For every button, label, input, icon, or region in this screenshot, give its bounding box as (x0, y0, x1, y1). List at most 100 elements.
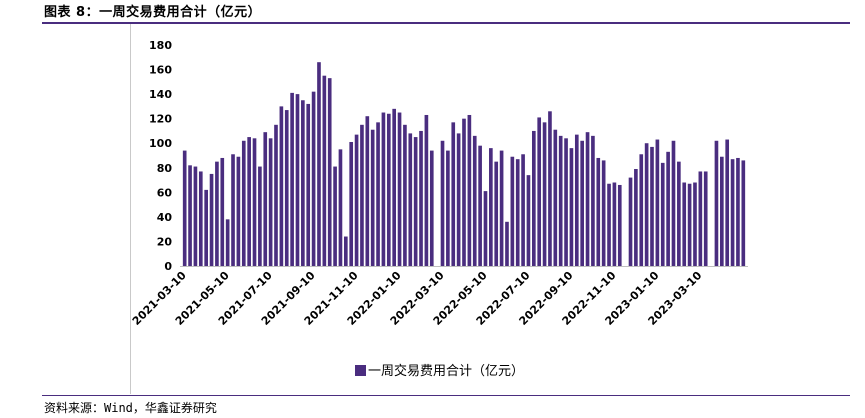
bar-series (182, 62, 746, 267)
bar (392, 108, 396, 266)
bar (526, 175, 531, 266)
bar (247, 137, 251, 266)
y-tick-label: 20 (157, 235, 173, 248)
bar (451, 122, 456, 266)
y-tick-label: 40 (157, 211, 173, 224)
bar (338, 149, 343, 266)
bar (397, 112, 402, 266)
bar (344, 236, 348, 266)
figure-title: 图表 8：一周交易费用合计（亿元） (44, 5, 262, 20)
y-tick-label: 100 (149, 137, 172, 150)
bar (720, 156, 724, 266)
bar (505, 221, 509, 266)
bar (574, 134, 579, 266)
bar (494, 161, 499, 266)
bar (499, 150, 504, 266)
bar (225, 219, 230, 266)
bar (671, 140, 676, 266)
bar (553, 129, 558, 266)
bar (537, 117, 542, 266)
x-axis-ticks: 2021-03-102021-05-102021-07-102021-09-10… (130, 269, 705, 328)
bar (601, 160, 606, 266)
bar (542, 122, 547, 266)
bar (413, 137, 418, 266)
source-note: 资料来源：Wind，华鑫证券研究 (44, 401, 217, 415)
bar (617, 184, 622, 266)
bar (209, 173, 214, 266)
bar (741, 160, 746, 266)
bar (193, 166, 198, 266)
bar (682, 182, 687, 266)
bar (478, 145, 482, 266)
bar (558, 135, 563, 266)
bar (419, 130, 423, 266)
bar (660, 162, 665, 266)
bar (725, 139, 730, 266)
bar (677, 161, 681, 266)
bar (354, 134, 359, 266)
bar (548, 111, 552, 266)
bar (596, 157, 601, 266)
bar (376, 122, 380, 266)
bar (569, 148, 574, 266)
bar (489, 148, 493, 266)
bar (370, 129, 375, 266)
legend: 一周交易费用合计（亿元） (355, 363, 524, 379)
bar (510, 156, 515, 266)
bar (284, 110, 289, 266)
bar (521, 154, 525, 266)
bar (295, 94, 300, 266)
bar (564, 138, 568, 266)
bar (204, 189, 208, 266)
bar (666, 151, 670, 266)
bar (585, 132, 590, 266)
bar (365, 116, 370, 267)
bar (386, 113, 391, 266)
bar (655, 139, 660, 266)
bar (317, 62, 321, 266)
bottom-rule (42, 395, 850, 396)
bar (532, 130, 536, 266)
bar (644, 143, 649, 266)
bar (440, 140, 445, 266)
bar (612, 182, 617, 266)
y-tick-label: 80 (157, 162, 173, 175)
bar (580, 140, 584, 266)
bar (198, 171, 203, 266)
bar (381, 112, 386, 266)
bar (279, 106, 284, 266)
bar (736, 157, 740, 266)
bar (182, 150, 187, 266)
bar (403, 124, 407, 266)
bar (634, 169, 638, 266)
bar (220, 157, 225, 266)
bar (333, 166, 337, 266)
bar (462, 118, 466, 266)
bar (607, 183, 611, 266)
y-tick-label: 180 (149, 39, 172, 52)
bar (424, 114, 429, 266)
bar (703, 171, 708, 266)
bar (730, 159, 735, 266)
bar (311, 91, 316, 266)
chart-frame-left (130, 24, 131, 394)
bar (446, 150, 450, 266)
bar (472, 135, 477, 266)
bar (698, 171, 703, 266)
bar (650, 146, 654, 266)
bar (429, 150, 434, 266)
bar (258, 166, 262, 266)
bar (467, 114, 472, 266)
bar (591, 135, 595, 266)
legend-swatch (355, 365, 366, 376)
y-tick-label: 140 (149, 88, 172, 101)
bar (360, 124, 364, 266)
y-tick-label: 160 (149, 64, 172, 77)
bar (252, 138, 257, 266)
bar (687, 183, 692, 266)
y-tick-label: 0 (164, 260, 172, 273)
bar (327, 78, 332, 267)
bar (215, 161, 219, 266)
y-axis-ticks: 0 20 40 60 80 100 120 140 160 180 (149, 39, 172, 273)
